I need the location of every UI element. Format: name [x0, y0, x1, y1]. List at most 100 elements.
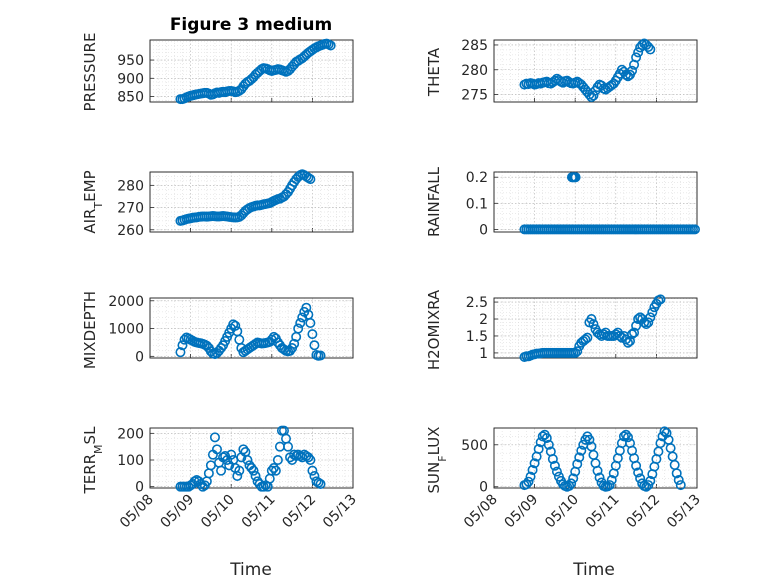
data-point: [673, 475, 684, 486]
data-point: [238, 444, 249, 455]
data-point: [574, 452, 585, 463]
data-point: [216, 465, 227, 476]
y-tick-label: 950: [117, 53, 144, 69]
data-point: [570, 172, 581, 183]
data-point: [258, 481, 269, 492]
y-tick-label: 100: [117, 453, 144, 469]
y-axis-label: TERRMSL: [81, 426, 105, 495]
data-point: [270, 465, 281, 476]
x-tick-label: 05/11: [239, 492, 279, 532]
data-point: [189, 476, 200, 487]
data-point: [177, 340, 188, 351]
subplot-5: 0 1000 2000 MIXDEPTH: [81, 291, 354, 369]
data-point: [631, 52, 642, 63]
data-point: [307, 329, 318, 340]
data-point: [643, 41, 654, 52]
axes-box: [149, 171, 354, 233]
data-point: [541, 433, 552, 444]
y-tick-label: 1: [479, 346, 488, 362]
axes-box: [149, 297, 354, 359]
x-tick-label: 05/12: [279, 492, 319, 532]
data-point: [529, 458, 540, 469]
data-point: [566, 478, 577, 489]
data-point: [246, 462, 257, 473]
data-point: [297, 312, 308, 323]
data-point: [293, 323, 304, 334]
y-tick-label: 500: [461, 438, 488, 454]
data-point: [248, 465, 259, 476]
x-tick-label: 05/11: [583, 492, 623, 532]
data-point: [523, 476, 534, 487]
x-tick-label: 05/10: [542, 492, 582, 532]
x-tick-label: 05/09: [502, 492, 542, 532]
subplot-7: 05/08 05/09 05/10 05/11 05/12 05/13 0 100 200 TER…: [81, 425, 360, 532]
data-point: [622, 432, 633, 443]
data-point: [661, 428, 672, 439]
data-point: [313, 477, 324, 488]
data-point: [568, 473, 579, 484]
x-tick-label: 05/10: [198, 492, 238, 532]
data-point: [645, 475, 656, 486]
data-point: [659, 426, 670, 437]
data-point: [604, 480, 615, 491]
axes-box: [149, 427, 354, 489]
data-point: [232, 470, 243, 481]
data-point: [175, 347, 186, 358]
subplot-grid: 850 900 950 PRESSURE 275 280 285 THETA 260 270 280…: [81, 33, 704, 532]
data-point: [618, 431, 629, 442]
data-point: [675, 480, 686, 491]
y-tick-label: 275: [461, 88, 488, 104]
data-point: [631, 460, 642, 471]
data-point: [543, 439, 554, 450]
data-point: [633, 47, 644, 58]
y-tick-label: 1000: [108, 322, 144, 338]
data-point: [266, 465, 277, 476]
y-tick-label: 200: [117, 426, 144, 442]
subplot-6: 11.522.5 H2OMIXRA: [425, 289, 698, 370]
data-point: [242, 454, 253, 465]
data-point: [266, 334, 277, 345]
y-axis-label: RAINFALL: [425, 166, 443, 237]
data-point: [527, 464, 538, 475]
data-point: [645, 44, 656, 55]
data-point: [307, 465, 318, 476]
y-tick-label: 260: [117, 223, 144, 239]
data-point: [551, 466, 562, 477]
data-point: [627, 329, 638, 340]
y-axis-label: PRESSURE: [81, 33, 99, 112]
data-point: [622, 337, 633, 348]
y-tick-label: 2: [479, 312, 488, 328]
data-point: [629, 327, 640, 338]
data-point: [289, 338, 300, 349]
data-point: [588, 90, 599, 101]
y-tick-label: 0: [479, 222, 488, 238]
axes-box: [149, 39, 354, 103]
data-point: [580, 334, 591, 345]
data-point: [226, 449, 237, 460]
y-axis-label: THETA: [425, 47, 443, 97]
data-point: [533, 443, 544, 454]
axes-box: [493, 427, 698, 489]
y-tick-label: 270: [117, 201, 144, 217]
data-point: [230, 320, 241, 331]
data-point: [645, 312, 656, 323]
data-point: [283, 441, 294, 452]
data-point: [594, 472, 605, 483]
data-point: [234, 465, 245, 476]
y-tick-label: 285: [461, 38, 488, 54]
data-point: [549, 460, 560, 471]
figure-title: Figure 3 medium: [170, 15, 332, 35]
data-point: [303, 452, 314, 463]
y-tick-label: 900: [117, 71, 144, 87]
plot-area: [493, 171, 698, 233]
data-point: [592, 465, 603, 476]
data-point: [301, 302, 312, 313]
data-point: [627, 65, 638, 76]
data-point: [547, 454, 558, 465]
subplot-2: 275 280 285 THETA: [425, 38, 698, 104]
x-tick-label: 05/08: [461, 492, 501, 532]
data-point: [305, 174, 316, 185]
data-point: [250, 470, 261, 481]
x-axis-label-right: Time: [572, 560, 615, 580]
